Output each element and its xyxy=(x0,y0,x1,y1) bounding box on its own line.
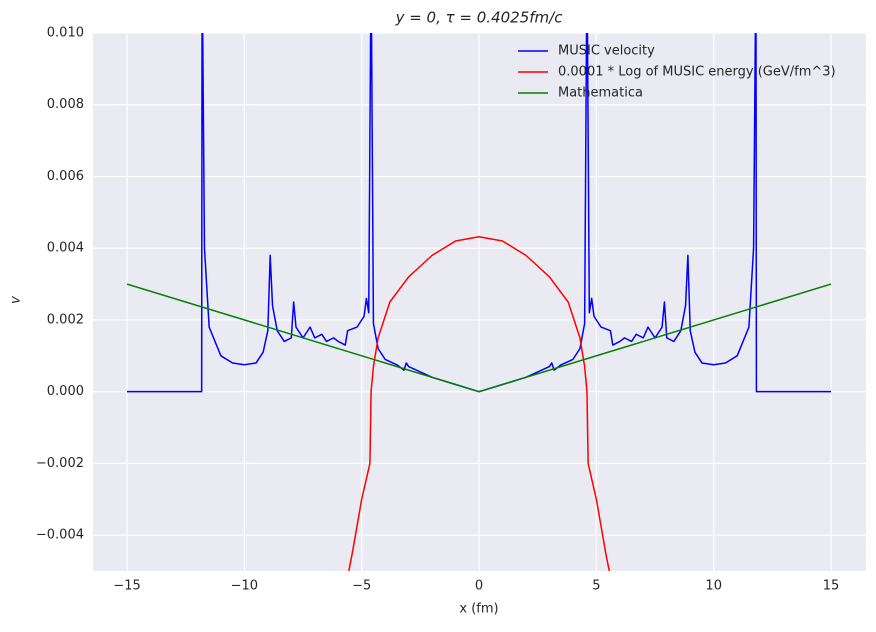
x-tick-label: −15 xyxy=(113,579,140,594)
x-tick-label: 5 xyxy=(592,579,600,594)
y-tick-label: 0.004 xyxy=(47,241,84,256)
legend-label: 0.0001 * Log of MUSIC energy (GeV/fm^3) xyxy=(558,65,836,80)
y-tick-label: −0.004 xyxy=(36,528,84,543)
series-line xyxy=(348,235,611,571)
x-tick-label: −5 xyxy=(352,579,371,594)
y-tick-label: 0.010 xyxy=(47,26,84,41)
x-tick-label: −10 xyxy=(231,579,258,594)
chart-title: y = 0, τ = 0.4025fm/c xyxy=(395,9,564,27)
y-axis-label: v xyxy=(9,296,24,304)
legend-label: Mathematica xyxy=(558,86,643,101)
legend-label: MUSIC velocity xyxy=(558,44,655,59)
y-tick-label: 0.002 xyxy=(47,312,84,327)
y-tick-label: 0.008 xyxy=(47,97,84,112)
x-tick-label: 15 xyxy=(823,579,840,594)
y-tick-label: −0.002 xyxy=(36,456,84,471)
y-tick-label: 0.000 xyxy=(47,384,84,399)
x-tick-label: 10 xyxy=(705,579,722,594)
y-tick-label: 0.006 xyxy=(47,169,84,184)
x-axis-label: x (fm) xyxy=(459,602,498,617)
x-tick-label: 0 xyxy=(475,579,483,594)
series-line xyxy=(126,283,832,393)
